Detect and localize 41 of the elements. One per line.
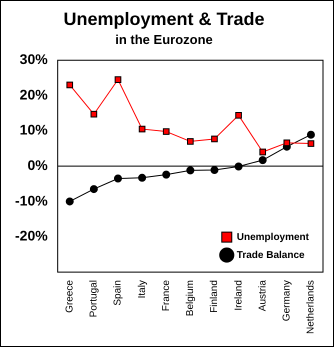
y-tick-label: 0% bbox=[27, 157, 48, 173]
point bbox=[211, 136, 218, 142]
point bbox=[259, 148, 266, 156]
chart-subtitle: in the Eurozone bbox=[115, 32, 213, 47]
point bbox=[306, 130, 315, 139]
point bbox=[90, 185, 98, 194]
point bbox=[114, 174, 122, 182]
x-tick-label: Netherlands bbox=[306, 280, 317, 334]
x-tick-label: Belgium bbox=[185, 280, 196, 316]
point bbox=[162, 128, 170, 135]
x-tick-label: Austria bbox=[257, 280, 268, 312]
point bbox=[66, 82, 74, 88]
legend-label: Trade Balance bbox=[236, 250, 306, 261]
point bbox=[162, 170, 170, 179]
x-tick-label: Spain bbox=[112, 280, 124, 306]
x-tick-label: Portugal bbox=[88, 280, 100, 318]
point bbox=[138, 126, 146, 132]
point bbox=[210, 166, 218, 174]
y-tick-label: -20% bbox=[14, 228, 48, 244]
point bbox=[186, 166, 194, 174]
point bbox=[308, 140, 314, 147]
point bbox=[235, 112, 242, 119]
point bbox=[258, 156, 267, 164]
chart-title: Unemployment & Trade bbox=[63, 8, 265, 29]
x-tick-label: Ireland bbox=[233, 280, 244, 311]
x-tick-label: Germany bbox=[282, 280, 293, 322]
y-tick-label: 30% bbox=[20, 51, 48, 68]
x-tick-label: Italy bbox=[136, 280, 148, 298]
x-tick-label: Finland bbox=[209, 280, 220, 313]
y-tick-label: -10% bbox=[14, 192, 48, 208]
point bbox=[138, 174, 146, 182]
x-tick-label: France bbox=[160, 280, 172, 312]
x-tick-label: Greece bbox=[64, 280, 76, 313]
point bbox=[187, 138, 194, 145]
y-tick-label: 10% bbox=[20, 122, 48, 138]
point bbox=[90, 110, 98, 118]
y-tick-label: 20% bbox=[20, 86, 48, 102]
point bbox=[283, 140, 290, 146]
legend-label: Unemployment bbox=[236, 232, 310, 243]
point bbox=[114, 76, 122, 83]
point bbox=[66, 197, 74, 206]
